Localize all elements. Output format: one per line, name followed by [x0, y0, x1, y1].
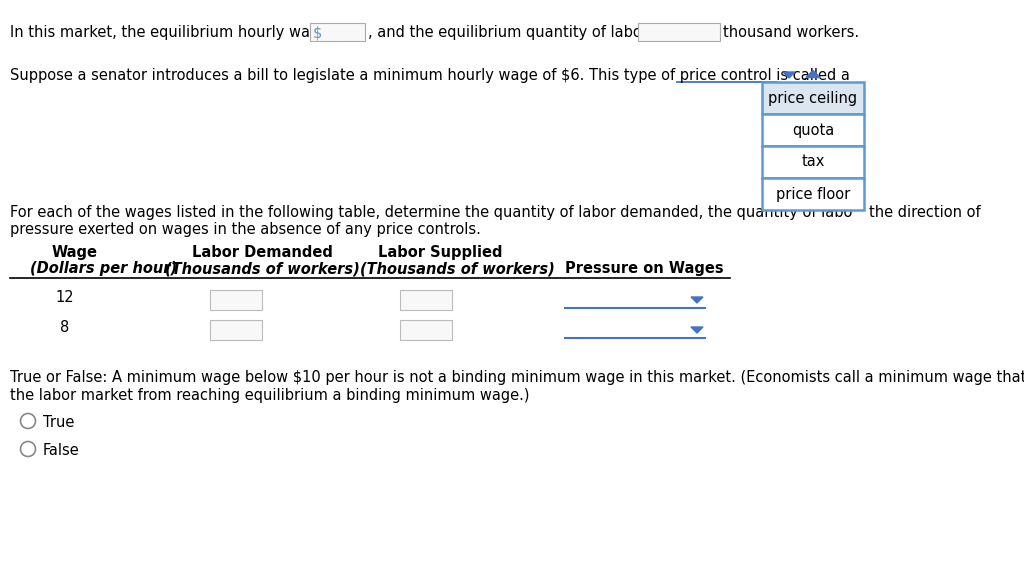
- Text: the direction of: the direction of: [869, 205, 981, 220]
- Text: .: .: [802, 68, 807, 83]
- FancyBboxPatch shape: [400, 320, 452, 340]
- Text: Labor Supplied: Labor Supplied: [378, 245, 503, 260]
- Polygon shape: [806, 70, 820, 77]
- Text: thousand workers.: thousand workers.: [723, 25, 859, 40]
- FancyBboxPatch shape: [762, 82, 864, 114]
- Text: In this market, the equilibrium hourly wage is: In this market, the equilibrium hourly w…: [10, 25, 349, 40]
- Text: $: $: [313, 25, 323, 40]
- FancyBboxPatch shape: [210, 320, 262, 340]
- Text: 12: 12: [55, 290, 75, 306]
- FancyBboxPatch shape: [400, 290, 452, 310]
- FancyBboxPatch shape: [762, 146, 864, 178]
- Text: 8: 8: [60, 320, 70, 336]
- Text: Pressure on Wages: Pressure on Wages: [565, 261, 724, 276]
- FancyBboxPatch shape: [762, 114, 864, 146]
- Polygon shape: [691, 297, 703, 303]
- Text: tax: tax: [802, 154, 824, 169]
- Text: False: False: [43, 443, 80, 458]
- Text: price floor: price floor: [776, 186, 850, 202]
- Text: Wage: Wage: [52, 245, 98, 260]
- FancyBboxPatch shape: [762, 178, 864, 210]
- Text: (Dollars per hour): (Dollars per hour): [30, 261, 177, 276]
- Polygon shape: [783, 72, 795, 78]
- Polygon shape: [691, 327, 703, 333]
- Text: Suppose a senator introduces a bill to legislate a minimum hourly wage of $6. Th: Suppose a senator introduces a bill to l…: [10, 68, 850, 83]
- Text: True: True: [43, 415, 75, 430]
- Text: For each of the wages listed in the following table, determine the quantity of l: For each of the wages listed in the foll…: [10, 205, 852, 220]
- Text: price ceiling: price ceiling: [768, 90, 857, 106]
- Text: (Thousands of workers): (Thousands of workers): [165, 261, 359, 276]
- Text: (Thousands of workers): (Thousands of workers): [360, 261, 555, 276]
- Text: Labor Demanded: Labor Demanded: [193, 245, 333, 260]
- Text: pressure exerted on wages in the absence of any price controls.: pressure exerted on wages in the absence…: [10, 222, 481, 237]
- FancyBboxPatch shape: [210, 290, 262, 310]
- Text: quota: quota: [792, 123, 835, 137]
- Text: the labor market from reaching equilibrium a binding minimum wage.): the labor market from reaching equilibri…: [10, 388, 529, 403]
- FancyBboxPatch shape: [638, 23, 720, 41]
- Text: , and the equilibrium quantity of labor is: , and the equilibrium quantity of labor …: [368, 25, 669, 40]
- FancyBboxPatch shape: [310, 23, 365, 41]
- Text: True or False: A minimum wage below $10 per hour is not a binding minimum wage i: True or False: A minimum wage below $10 …: [10, 370, 1024, 385]
